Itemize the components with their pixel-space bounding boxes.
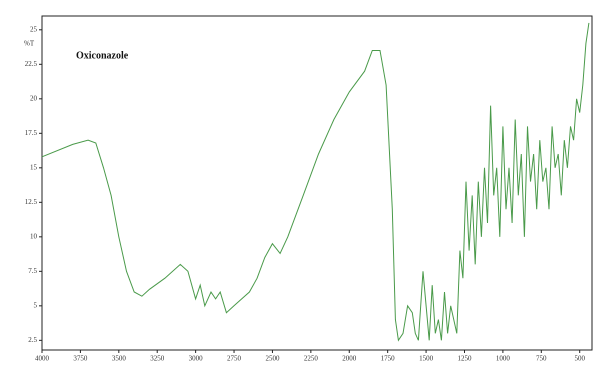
x-tick-label: 3500 (112, 355, 127, 363)
plot-frame (41, 15, 593, 351)
y-axis-label: %T (24, 40, 35, 48)
y-tick-label: 15 (30, 163, 38, 171)
x-tick-label: 3000 (189, 355, 204, 363)
y-tick-label: 17.5 (25, 129, 38, 137)
y-tick-label: 2.5 (28, 336, 37, 344)
y-tick-label: 20 (30, 94, 38, 102)
x-tick-label: 2250 (304, 355, 319, 363)
y-tick-label: 7.5 (28, 267, 37, 275)
spectrum-line (41, 22, 590, 342)
x-tick-label: 1000 (496, 355, 511, 363)
x-tick-label: 2500 (265, 355, 280, 363)
x-tick-label: 1750 (381, 355, 396, 363)
y-tick-label: 25 (30, 25, 38, 33)
x-tick-label: 750 (536, 355, 547, 363)
chart-title: Oxiconazole (76, 50, 129, 61)
x-tick-label: 2750 (227, 355, 242, 363)
x-tick-label: 4000 (35, 355, 50, 363)
y-tick-label: 10 (30, 232, 38, 240)
x-tick-label: 500 (574, 355, 585, 363)
y-tick-label: 22.5 (25, 60, 38, 68)
y-tick-label: 12.5 (25, 198, 38, 206)
x-tick-label: 1250 (457, 355, 472, 363)
x-tick-label: 3250 (150, 355, 165, 363)
y-tick-label: 5 (34, 301, 38, 309)
x-tick-label: 1500 (419, 355, 434, 363)
x-tick-label: 2000 (342, 355, 357, 363)
x-tick-label: 3750 (73, 355, 88, 363)
